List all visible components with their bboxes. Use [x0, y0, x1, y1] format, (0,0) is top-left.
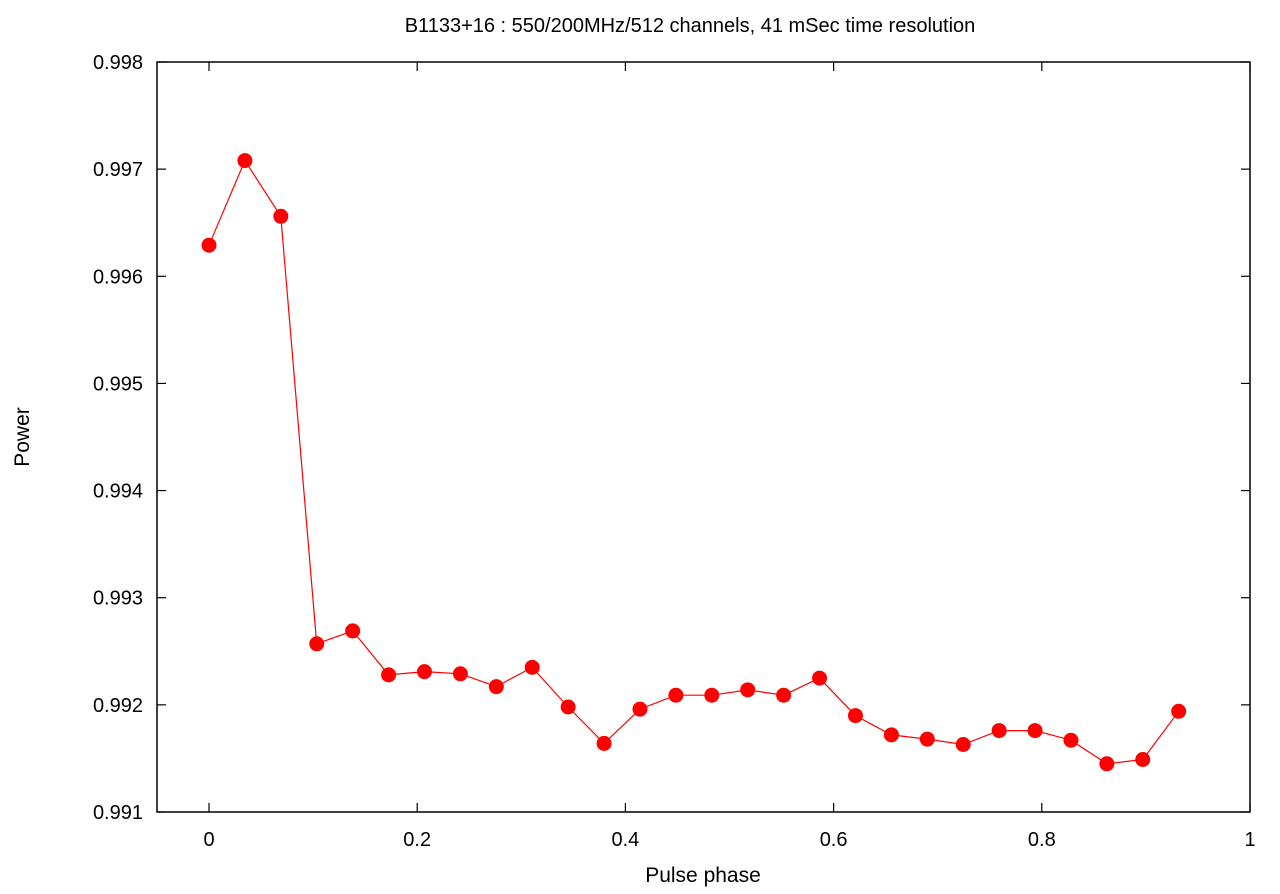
data-point: [740, 682, 756, 698]
y-axis-title: Power: [11, 407, 34, 467]
data-point: [1171, 703, 1187, 719]
y-tick-label: 0.998: [93, 52, 143, 74]
x-tick-label: 0.8: [1028, 829, 1056, 851]
y-tick-label: 0.995: [93, 373, 143, 395]
data-point: [847, 708, 863, 724]
data-point: [668, 687, 684, 703]
data-point: [1063, 732, 1079, 748]
y-tick-label: 0.994: [93, 481, 143, 503]
data-point: [345, 623, 361, 639]
data-point: [1135, 752, 1151, 767]
data-point: [237, 153, 253, 169]
data-point: [596, 735, 612, 751]
y-tick-label: 0.996: [93, 266, 143, 288]
chart-title: B1133+16 : 550/200MHz/512 channels, 41 m…: [405, 15, 976, 37]
data-point: [776, 687, 792, 703]
data-point: [812, 670, 828, 686]
data-point: [1027, 723, 1043, 739]
data-point: [524, 659, 540, 675]
data-point: [955, 737, 971, 752]
data-point: [632, 701, 648, 717]
x-tick-label: 1: [1244, 829, 1255, 851]
data-point: [704, 687, 720, 703]
data-point: [381, 667, 397, 683]
x-tick-label: 0.6: [820, 829, 848, 851]
plot-area: [156, 61, 1251, 813]
x-tick-label: 0.4: [611, 829, 639, 851]
axis-tick-labels: 0.991 0.992 0.993 0.994 0.995 0.996 0.997 0.998…: [93, 52, 1256, 851]
data-point: [452, 666, 468, 682]
data-point: [201, 237, 217, 253]
data-point: [488, 679, 504, 695]
y-tick-label: 0.993: [93, 588, 143, 610]
data-point: [560, 699, 576, 715]
axis-ticks: [157, 61, 1251, 813]
data-point: [309, 636, 325, 652]
x-axis-title: Pulse phase: [645, 864, 761, 887]
series-line: [208, 159, 1180, 765]
y-tick-label: 0.997: [93, 159, 143, 181]
data-point: [883, 727, 899, 743]
data-series: [201, 153, 1187, 772]
data-point: [919, 731, 935, 747]
data-point: [1099, 756, 1115, 772]
x-tick-label: 0: [203, 829, 214, 851]
y-tick-label: 0.992: [93, 695, 143, 717]
y-tick-label: 0.991: [93, 802, 143, 824]
data-point: [991, 723, 1007, 739]
data-point: [273, 208, 289, 224]
data-point: [416, 664, 432, 680]
x-tick-label: 0.2: [403, 829, 431, 851]
